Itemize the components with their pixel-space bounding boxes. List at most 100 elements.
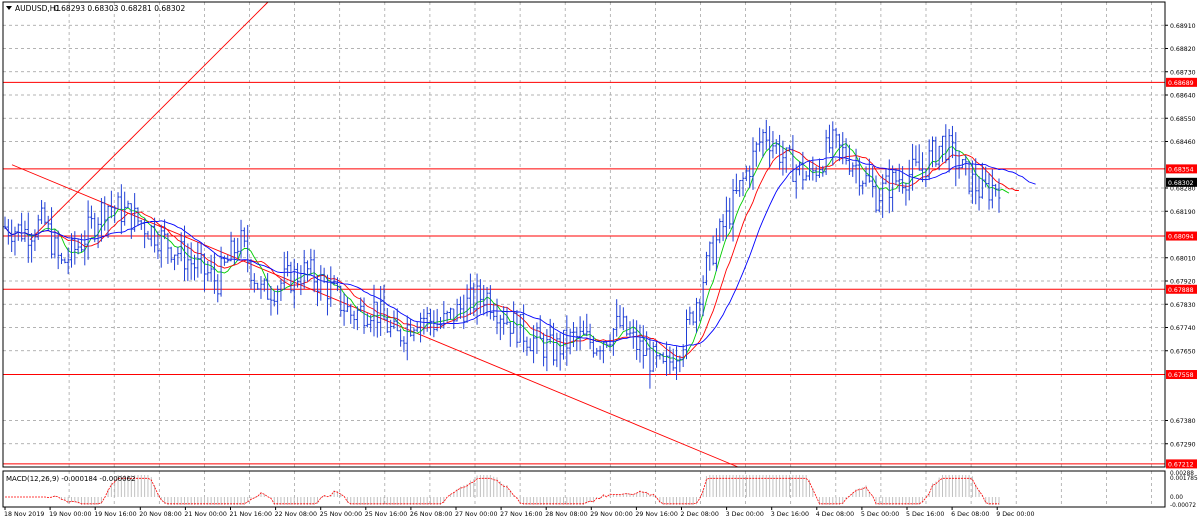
candle bbox=[994, 183, 998, 197]
candle bbox=[518, 314, 522, 343]
current-price-tag: 0.68302 bbox=[1166, 177, 1197, 187]
candle bbox=[744, 165, 748, 182]
candle bbox=[937, 145, 941, 171]
candle bbox=[864, 166, 868, 187]
candle bbox=[801, 151, 805, 190]
candle bbox=[638, 324, 642, 363]
candle bbox=[349, 303, 353, 324]
candle bbox=[665, 341, 669, 376]
candle bbox=[279, 278, 283, 301]
price-tick-label: 0.68910 bbox=[1170, 23, 1196, 30]
candle bbox=[192, 254, 196, 281]
svg-text:0.68354: 0.68354 bbox=[1168, 166, 1194, 173]
candle bbox=[369, 315, 373, 333]
candle bbox=[216, 274, 220, 303]
candle bbox=[60, 252, 64, 265]
level-price-tag: 0.67212 bbox=[1166, 459, 1197, 469]
candle bbox=[734, 173, 738, 194]
candle bbox=[871, 166, 875, 198]
candle bbox=[83, 230, 87, 266]
candle bbox=[123, 191, 127, 226]
candle bbox=[498, 314, 502, 341]
candle bbox=[392, 310, 396, 330]
candle bbox=[631, 319, 635, 349]
candle bbox=[655, 341, 659, 368]
candle bbox=[778, 134, 782, 170]
candle bbox=[239, 219, 243, 259]
candle bbox=[299, 265, 303, 296]
time-tick-label: 3 Dec 00:00 bbox=[726, 511, 764, 518]
candle bbox=[50, 207, 54, 259]
candle bbox=[402, 336, 406, 353]
candle bbox=[212, 253, 216, 294]
candle bbox=[296, 263, 300, 288]
candle bbox=[73, 231, 77, 265]
candle bbox=[758, 127, 762, 152]
candle bbox=[395, 308, 399, 332]
candle bbox=[30, 233, 34, 263]
candle bbox=[678, 355, 682, 373]
candle bbox=[651, 341, 655, 373]
candle bbox=[325, 274, 329, 316]
candle bbox=[711, 235, 715, 266]
candle bbox=[625, 315, 629, 337]
candle bbox=[847, 144, 851, 175]
dropdown-arrow-icon[interactable] bbox=[6, 6, 12, 10]
candle bbox=[16, 223, 20, 241]
price-tick-label: 0.68190 bbox=[1170, 209, 1196, 216]
candle bbox=[887, 159, 891, 214]
candle bbox=[990, 169, 994, 209]
candle bbox=[379, 286, 383, 336]
price-tick-label: 0.67290 bbox=[1170, 441, 1196, 448]
price-axis: 0.68910 0.68820 0.68730 0.68640 0.68550 0.684… bbox=[1165, 23, 1197, 469]
candle bbox=[977, 176, 981, 211]
candle bbox=[811, 156, 815, 181]
candle bbox=[226, 254, 230, 263]
candle bbox=[272, 290, 276, 307]
candle bbox=[768, 126, 772, 168]
candle bbox=[482, 284, 486, 316]
candle bbox=[116, 192, 120, 210]
candle bbox=[472, 282, 476, 316]
ascending-trend-line bbox=[29, 1, 269, 240]
candle bbox=[33, 229, 37, 251]
candle bbox=[332, 275, 336, 286]
candle bbox=[771, 131, 775, 159]
candle bbox=[96, 217, 100, 249]
candle bbox=[143, 218, 147, 249]
candle bbox=[738, 180, 742, 197]
candle bbox=[43, 202, 47, 226]
candle bbox=[126, 200, 130, 209]
candle bbox=[535, 322, 539, 354]
candle bbox=[724, 196, 728, 240]
candle bbox=[751, 137, 755, 190]
candle bbox=[970, 160, 974, 204]
level-price-tag: 0.67558 bbox=[1166, 370, 1197, 380]
candle bbox=[668, 346, 672, 375]
candle bbox=[206, 260, 210, 282]
macd-pane bbox=[5, 475, 1000, 505]
candle bbox=[704, 251, 708, 286]
candle bbox=[415, 321, 419, 332]
candle bbox=[628, 321, 632, 338]
candle bbox=[342, 292, 346, 326]
candle bbox=[306, 260, 310, 282]
candle bbox=[163, 219, 167, 240]
candle bbox=[339, 285, 343, 317]
candle bbox=[877, 188, 881, 213]
candle bbox=[156, 231, 160, 259]
candle bbox=[565, 315, 569, 366]
time-tick-label: 25 Nov 16:00 bbox=[365, 511, 407, 518]
time-tick-label: 29 Nov 16:00 bbox=[635, 511, 677, 518]
time-tick-label: 21 Nov 00:00 bbox=[184, 511, 226, 518]
candle bbox=[788, 144, 792, 152]
candle bbox=[159, 224, 163, 268]
candle bbox=[764, 119, 768, 150]
candle bbox=[442, 301, 446, 329]
candle bbox=[608, 334, 612, 352]
candle bbox=[694, 297, 698, 333]
ohlc-label: 0.68293 0.68303 0.68281 0.68302 bbox=[54, 4, 185, 13]
